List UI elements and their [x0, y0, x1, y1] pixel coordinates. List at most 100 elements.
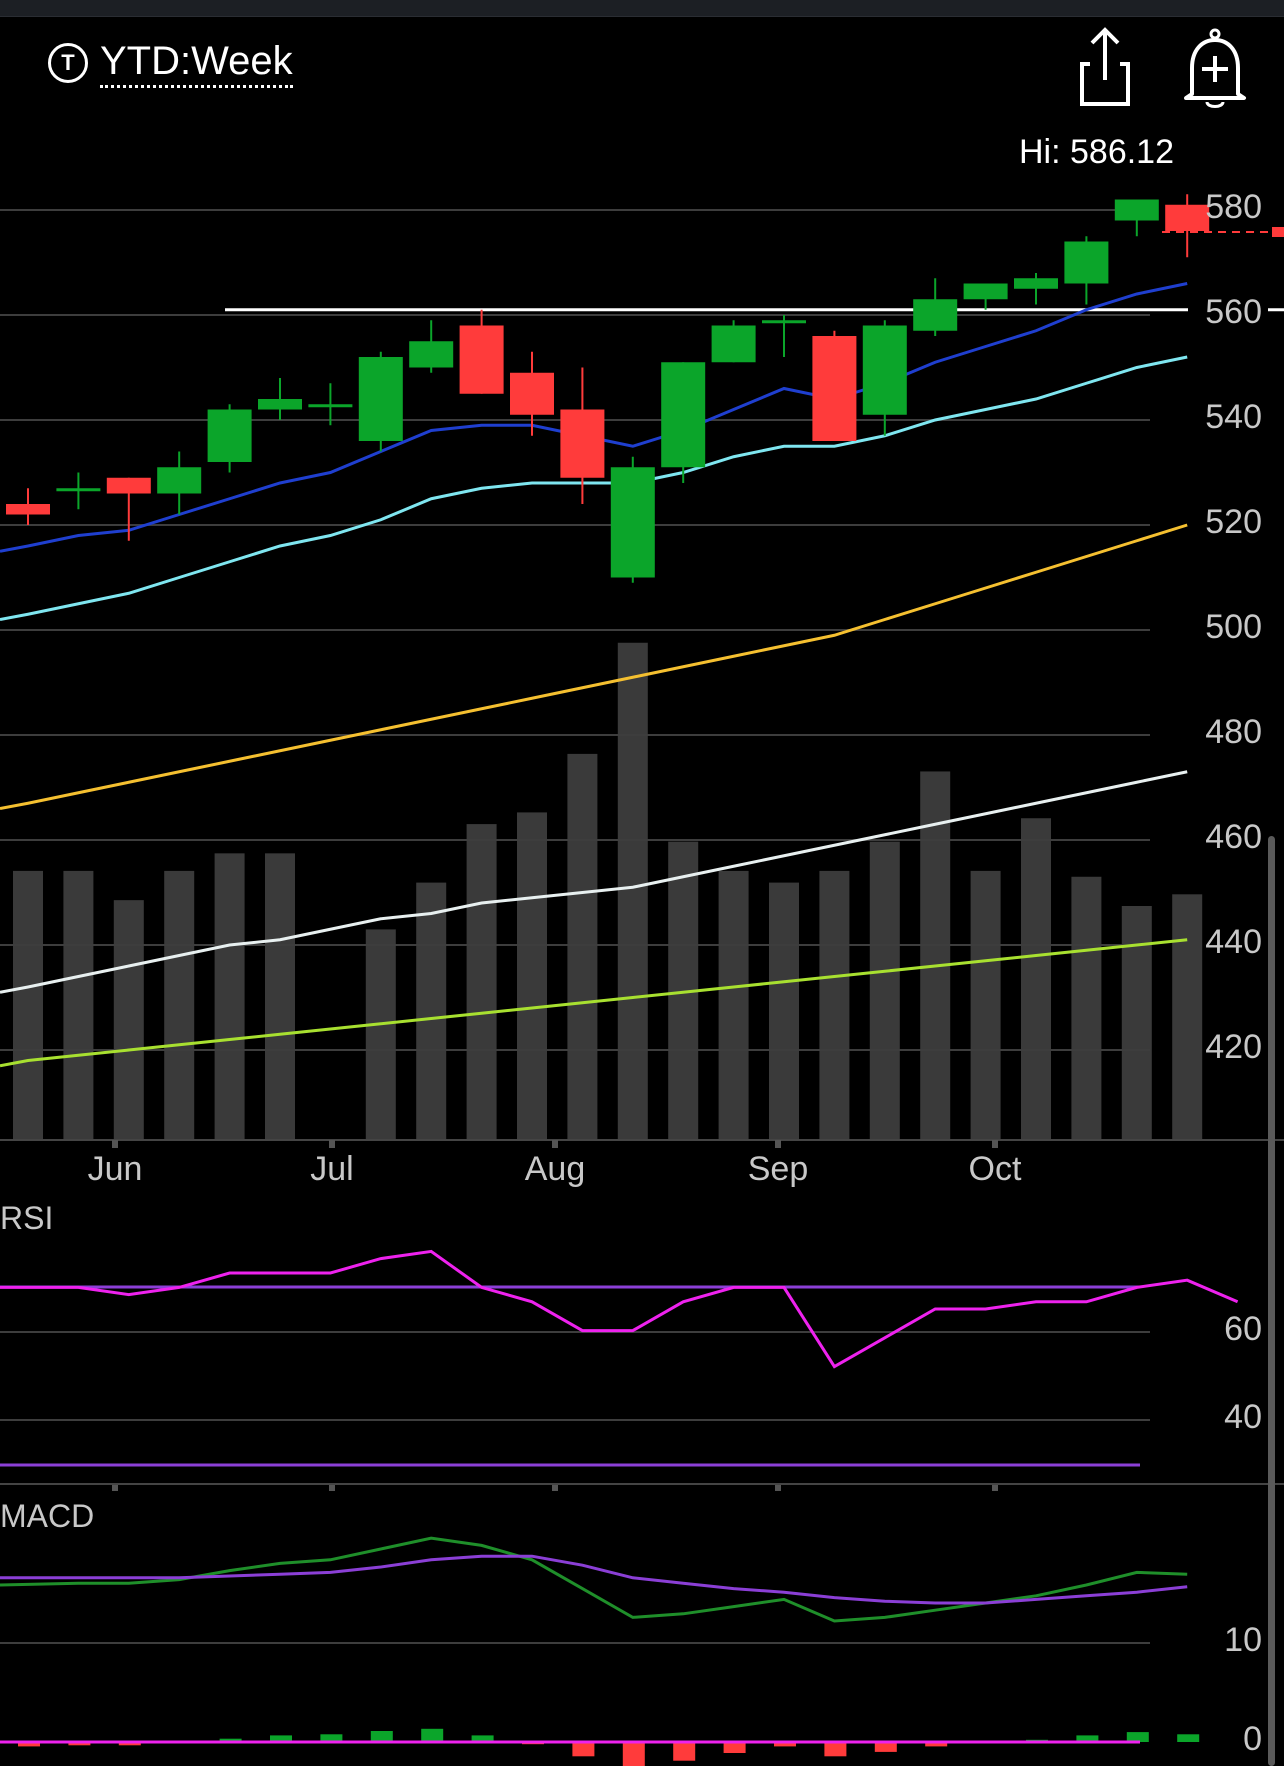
candle-down: [459, 325, 504, 394]
macd-histogram-bar: [572, 1742, 595, 1757]
candle-up: [1014, 278, 1058, 289]
volume-bar: [920, 771, 951, 1140]
price-axis-label: 440: [1205, 923, 1262, 961]
last-price-marker: [1272, 227, 1284, 237]
rsi-line: [0, 1249, 1239, 1369]
macd-histogram-bar: [421, 1728, 444, 1742]
time-axis-label: Aug: [524, 1150, 586, 1188]
time-axis-label: Oct: [968, 1150, 1022, 1188]
volume-bar: [466, 824, 497, 1140]
candle-up: [56, 488, 101, 492]
macd-histogram-bar: [370, 1731, 393, 1742]
candle-up: [1114, 199, 1159, 221]
macd-histogram-bar: [320, 1734, 343, 1742]
volume-bar: [970, 870, 1001, 1140]
volume-bar: [365, 929, 396, 1140]
macd-histogram-bar: [118, 1742, 141, 1746]
macd-histogram-bar: [1126, 1732, 1149, 1742]
volume-bar: [769, 882, 799, 1140]
rsi-label: RSI: [0, 1200, 54, 1236]
macd-histogram-bar: [622, 1742, 645, 1766]
price-axis-label: 580: [1205, 188, 1262, 226]
candle-up: [409, 341, 454, 368]
candle-up: [711, 325, 756, 363]
candle-down: [560, 409, 605, 478]
volume-bar: [1172, 894, 1203, 1140]
candle-up: [358, 357, 403, 441]
add-alert-bell-icon[interactable]: [1180, 24, 1250, 110]
scrollbar[interactable]: [1268, 836, 1275, 1766]
macd-axis-label: 10: [1224, 1621, 1262, 1659]
candle-down: [106, 477, 151, 494]
volume-bar: [265, 853, 295, 1140]
macd-axis-label: 0: [1243, 1720, 1262, 1758]
candle-down: [6, 504, 50, 515]
volume-bar: [819, 870, 850, 1140]
candle-up: [963, 283, 1008, 300]
volume-bar: [718, 870, 749, 1140]
volume-bar: [416, 882, 447, 1140]
status-bar: [0, 0, 1284, 17]
share-icon[interactable]: [1070, 24, 1140, 110]
volume-bar: [617, 642, 648, 1140]
volume-bar: [164, 870, 195, 1140]
macd-histogram-bar: [1076, 1735, 1099, 1742]
volume-bar: [1071, 876, 1102, 1140]
macd-histogram-bar: [471, 1735, 494, 1742]
moving-average-line: [0, 938, 1188, 1068]
price-axis-label: 540: [1205, 398, 1262, 436]
volume-bar: [113, 900, 144, 1140]
rsi-axis-label: 40: [1224, 1398, 1262, 1436]
candle-up: [207, 409, 252, 462]
period-label[interactable]: YTD:Week: [100, 39, 293, 88]
macd-histogram-bar: [270, 1735, 292, 1742]
macd-histogram-bar: [774, 1742, 796, 1747]
high-price-label: Hi: 586.12: [1019, 133, 1174, 171]
volume-bar: [214, 853, 245, 1140]
macd-histogram-bar: [925, 1742, 948, 1747]
price-axis-label: 560: [1205, 293, 1262, 331]
price-axis-label: 480: [1205, 713, 1262, 751]
candle-down: [812, 336, 857, 441]
moving-average-line: [0, 523, 1188, 810]
price-axis-label: 420: [1205, 1028, 1262, 1066]
macd-signal-line: [0, 1554, 1188, 1605]
macd-line: [0, 1536, 1188, 1623]
volume-bar: [13, 870, 43, 1140]
macd-histogram-bar: [723, 1742, 746, 1753]
candle-up: [308, 404, 353, 408]
moving-average-line: [0, 770, 1188, 994]
volume-bar: [1021, 818, 1051, 1140]
macd-histogram-bar: [18, 1742, 40, 1747]
macd-histogram-bar: [874, 1742, 897, 1752]
volume-bar: [567, 753, 598, 1140]
volume-bar: [517, 812, 547, 1140]
candle-up: [661, 362, 706, 468]
candle-up: [1064, 241, 1109, 284]
period-selector[interactable]: T YTD:Week: [48, 39, 293, 88]
candle-up: [862, 325, 907, 415]
rsi-axis-label: 60: [1224, 1310, 1262, 1348]
macd-histogram-bar: [824, 1742, 847, 1757]
price-axis-label: 460: [1205, 818, 1262, 856]
candle-up: [610, 467, 655, 578]
volume-bar: [1121, 906, 1152, 1140]
candle-up: [157, 467, 202, 494]
macd-histogram-bar: [219, 1738, 242, 1742]
price-axis-label: 520: [1205, 503, 1262, 541]
time-axis-label: Sep: [747, 1150, 809, 1188]
volume-bar: [63, 870, 94, 1140]
candle-up: [913, 299, 958, 331]
time-axis-label: Jun: [87, 1150, 143, 1188]
candle-up: [258, 399, 302, 410]
candle-down: [510, 372, 554, 415]
volume-bar: [869, 841, 900, 1140]
price-axis-label: 500: [1205, 608, 1262, 646]
time-axis-label: Jul: [310, 1150, 354, 1188]
candle-up: [762, 320, 806, 324]
macd-histogram-bar: [673, 1742, 696, 1761]
macd-histogram-bar: [68, 1742, 91, 1746]
macd-label: MACD: [0, 1498, 95, 1534]
macd-histogram-bar: [1177, 1734, 1200, 1742]
